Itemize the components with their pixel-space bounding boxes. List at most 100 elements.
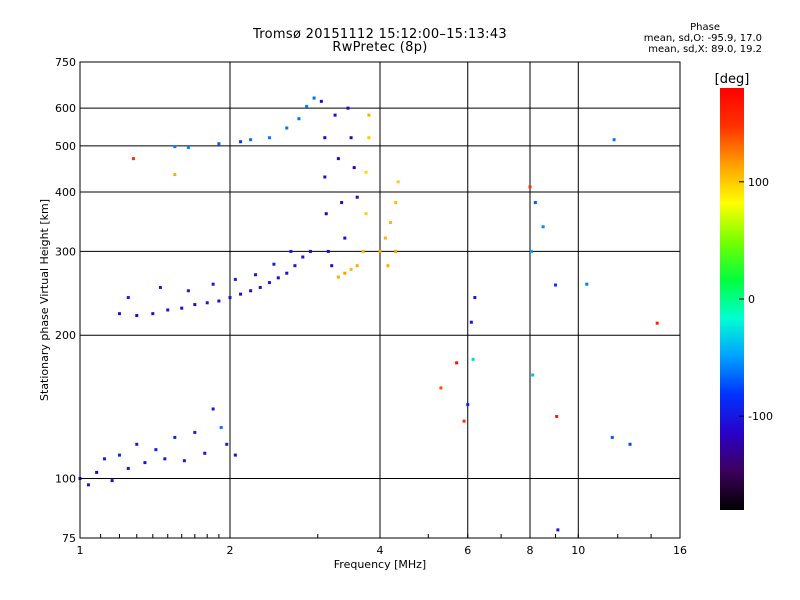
data-point: [86, 483, 90, 487]
data-point: [396, 180, 400, 184]
data-point: [349, 267, 353, 271]
data-point: [267, 136, 271, 140]
data-point: [336, 275, 340, 279]
data-point: [466, 403, 470, 407]
x-tick-label: 16: [673, 544, 687, 557]
data-point: [249, 289, 253, 293]
data-point: [343, 271, 347, 275]
y-tick-label: 100: [55, 473, 76, 486]
data-point: [455, 361, 459, 365]
data-point: [323, 136, 327, 140]
x-tick-label: 1: [77, 544, 84, 557]
data-point: [364, 170, 368, 174]
data-point: [233, 277, 237, 281]
data-point: [394, 249, 398, 253]
data-point: [228, 296, 232, 300]
grid-lines: [80, 62, 680, 538]
data-point: [323, 175, 327, 179]
axis-ticks: 1 2 4 6 8 10 16 75 100 200 300 400 500 600 750: [55, 56, 687, 557]
data-point: [258, 285, 262, 289]
data-point: [95, 470, 99, 474]
data-point: [211, 407, 215, 411]
y-tick-label: 200: [55, 329, 76, 342]
data-point: [305, 104, 309, 108]
data-point: [131, 157, 135, 161]
data-point: [173, 145, 177, 149]
y-tick-label: 75: [62, 532, 76, 545]
x-tick-label: 6: [464, 544, 471, 557]
data-point: [135, 442, 139, 446]
data-point: [355, 264, 359, 268]
data-point: [312, 96, 316, 100]
y-tick-label: 500: [55, 140, 76, 153]
data-point: [319, 99, 323, 103]
data-point: [528, 185, 532, 189]
chart-title: Tromsø 20151112 15:12:00–15:13:43: [252, 27, 508, 42]
data-point: [324, 212, 328, 216]
data-point: [531, 373, 535, 377]
data-point: [103, 457, 107, 461]
data-point: [330, 264, 334, 268]
data-point: [394, 201, 398, 205]
data-point: [154, 448, 158, 452]
data-point: [249, 138, 253, 142]
data-point: [308, 249, 312, 253]
data-point: [439, 386, 443, 390]
data-point: [276, 276, 280, 280]
data-point: [233, 453, 237, 457]
phase-stats-title: Phase: [690, 22, 720, 33]
phase-stats-mean-o: mean, sd,O: -95.9, 17.0: [643, 33, 762, 44]
data-point: [556, 528, 560, 532]
data-point: [289, 249, 293, 253]
data-point: [285, 126, 289, 130]
data-point: [110, 479, 114, 483]
y-tick-label: 300: [55, 245, 76, 258]
data-point: [655, 321, 659, 325]
data-point: [186, 289, 190, 293]
colorbar-tick-label: -100: [748, 410, 773, 423]
colorbar-tick-label: 100: [748, 176, 769, 189]
data-point: [135, 314, 139, 318]
data-point: [471, 357, 475, 361]
data-point: [143, 461, 147, 465]
data-point: [203, 451, 207, 455]
data-point: [529, 249, 533, 253]
data-point: [352, 166, 356, 170]
data-point: [610, 435, 614, 439]
data-point: [628, 442, 632, 446]
data-point: [367, 113, 371, 117]
data-point: [346, 106, 350, 110]
data-point: [386, 264, 390, 268]
data-point: [193, 303, 197, 307]
phase-stats-mean-x: mean, sd,X: 89.0, 19.2: [648, 44, 762, 55]
scatter-points: [78, 96, 659, 532]
data-point: [361, 249, 365, 253]
y-axis-label: Stationary phase Virtual Height [km]: [38, 199, 51, 401]
data-point: [117, 453, 121, 457]
data-point: [553, 283, 557, 287]
y-tick-label: 400: [55, 186, 76, 199]
data-point: [585, 282, 589, 286]
data-point: [267, 281, 271, 285]
data-point: [383, 236, 387, 240]
data-point: [469, 320, 473, 324]
data-point: [239, 292, 243, 296]
data-point: [205, 301, 209, 305]
data-point: [378, 249, 382, 253]
data-point: [293, 264, 297, 268]
data-point: [211, 282, 215, 286]
colorbar: [deg] -100 0 100: [715, 72, 773, 510]
data-point: [473, 296, 477, 300]
data-point: [343, 236, 347, 240]
data-point: [186, 145, 190, 149]
data-point: [217, 142, 221, 146]
x-axis-label: Frequency [MHz]: [334, 558, 426, 571]
colorbar-label: [deg]: [715, 72, 750, 87]
data-point: [219, 425, 223, 429]
data-point: [166, 308, 170, 312]
data-point: [163, 457, 167, 461]
colorbar-tick-label: 0: [748, 293, 755, 306]
data-point: [158, 285, 162, 289]
